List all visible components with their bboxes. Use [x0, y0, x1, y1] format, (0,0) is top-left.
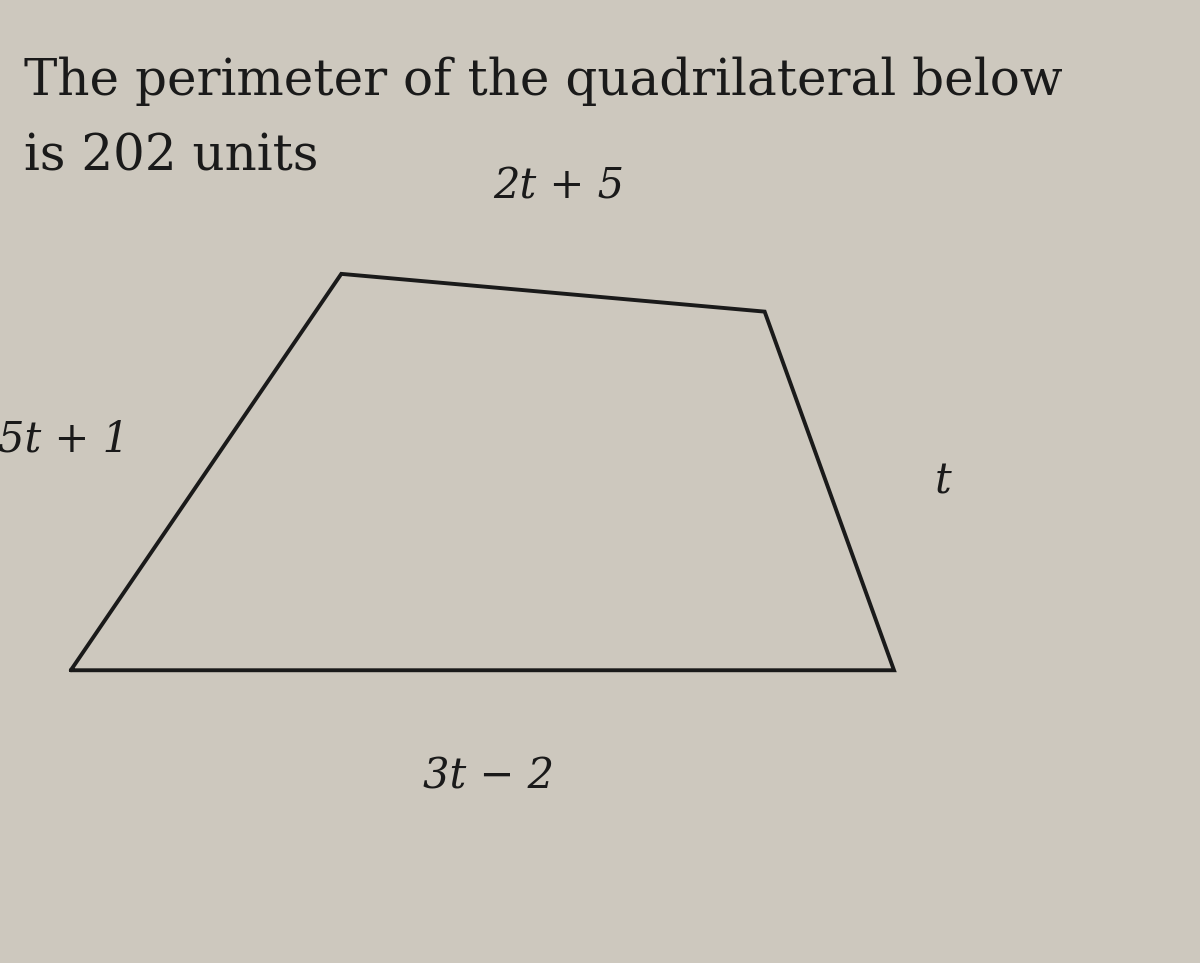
- Text: t: t: [935, 460, 952, 503]
- Text: 3t − 2: 3t − 2: [422, 755, 554, 797]
- Text: 5t + 1: 5t + 1: [0, 418, 130, 460]
- Text: is 202 units: is 202 units: [24, 132, 318, 182]
- Text: The perimeter of the quadrilateral below: The perimeter of the quadrilateral below: [24, 57, 1062, 106]
- Text: 2t + 5: 2t + 5: [493, 166, 624, 208]
